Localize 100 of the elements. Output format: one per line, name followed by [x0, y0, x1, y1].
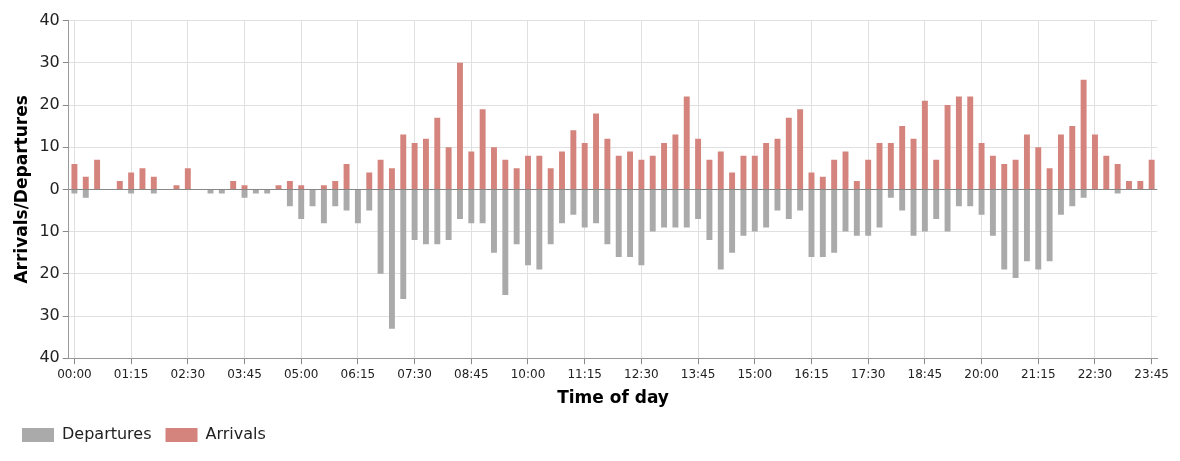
y-tick-label: 40: [39, 347, 60, 367]
bar: [479, 189, 486, 224]
bar: [264, 189, 271, 194]
x-axis-title: Time of day: [557, 387, 669, 408]
bar: [581, 189, 588, 228]
y-tick-label: 20: [39, 94, 60, 114]
bar: [570, 130, 577, 189]
x-tick-label: 20:00: [964, 366, 999, 381]
bar: [502, 189, 509, 295]
x-tick-label: 11:15: [567, 366, 602, 381]
bar: [434, 189, 441, 245]
bar: [343, 164, 350, 189]
bar: [1057, 134, 1064, 189]
bar: [298, 185, 305, 189]
bar: [921, 100, 928, 189]
bar: [343, 189, 350, 211]
bar: [184, 168, 191, 189]
bar: [865, 159, 872, 189]
bar: [729, 189, 736, 253]
bar: [1023, 134, 1030, 189]
y-tick-label: 10: [39, 136, 60, 156]
bar: [377, 159, 384, 189]
y-tick-label: 30: [39, 305, 60, 325]
x-tick-label: 18:45: [907, 366, 943, 381]
bar: [468, 151, 475, 189]
legend-label: Arrivals: [205, 424, 266, 444]
bar: [785, 117, 792, 189]
bar: [1114, 164, 1121, 189]
bar: [1046, 168, 1053, 189]
bar: [1046, 189, 1053, 262]
bar: [71, 164, 78, 189]
bar: [570, 189, 577, 215]
bar: [513, 168, 520, 189]
bar: [751, 155, 758, 189]
bar: [536, 155, 543, 189]
bar: [547, 168, 554, 189]
bar: [525, 155, 531, 189]
bar: [615, 155, 622, 189]
bar: [445, 189, 452, 241]
bar: [1114, 189, 1121, 194]
x-tick-label: 08:45: [454, 366, 489, 381]
x-tick-label: 07:30: [397, 366, 432, 381]
bar: [309, 189, 316, 207]
bar: [615, 189, 622, 257]
bar: [1012, 189, 1019, 279]
bar: [978, 189, 985, 215]
y-tick-label: 40: [39, 9, 60, 29]
bar: [1069, 189, 1076, 207]
bar: [978, 142, 985, 189]
bar: [831, 189, 838, 253]
x-tick-label: 23:45: [1134, 366, 1169, 381]
bar: [320, 185, 327, 189]
bar: [638, 189, 645, 266]
bar: [502, 159, 509, 189]
bar: [967, 189, 974, 207]
bar: [944, 105, 951, 189]
bar: [298, 189, 305, 219]
bar: [797, 109, 804, 189]
bar: [411, 142, 418, 189]
bar: [1012, 159, 1019, 189]
bar: [1080, 189, 1087, 198]
bar: [354, 189, 361, 224]
bar: [377, 189, 384, 274]
bar: [683, 189, 690, 228]
bar: [944, 189, 951, 232]
bar: [627, 151, 634, 189]
bar: [819, 189, 826, 257]
bar: [695, 189, 702, 219]
bar: [366, 172, 373, 189]
bar: [989, 189, 996, 236]
bar: [71, 189, 78, 194]
x-tick-label: 01:15: [113, 366, 149, 381]
bar: [252, 189, 259, 194]
bar: [989, 155, 996, 189]
bar: [286, 189, 293, 207]
bar: [899, 126, 906, 189]
x-tick-label: 17:30: [850, 366, 886, 381]
bar: [422, 138, 429, 189]
bar: [1126, 180, 1132, 189]
bar: [388, 189, 395, 329]
bar: [513, 189, 520, 245]
bar: [332, 180, 339, 189]
bar: [921, 189, 928, 232]
bar: [128, 189, 135, 194]
bar: [332, 189, 339, 207]
bar: [1023, 189, 1030, 262]
bar: [604, 189, 611, 245]
bar: [955, 189, 962, 207]
x-tick-label: 12:30: [624, 366, 659, 381]
x-tick-label: 22:30: [1077, 366, 1113, 381]
bar: [831, 159, 838, 189]
x-tick-label: 06:15: [340, 366, 376, 381]
bar: [422, 189, 429, 245]
bar: [525, 189, 531, 266]
bar: [1057, 189, 1064, 215]
bar: [785, 189, 792, 219]
bar: [559, 189, 565, 224]
bar: [933, 189, 940, 219]
bar: [275, 185, 282, 189]
bar: [400, 189, 407, 300]
